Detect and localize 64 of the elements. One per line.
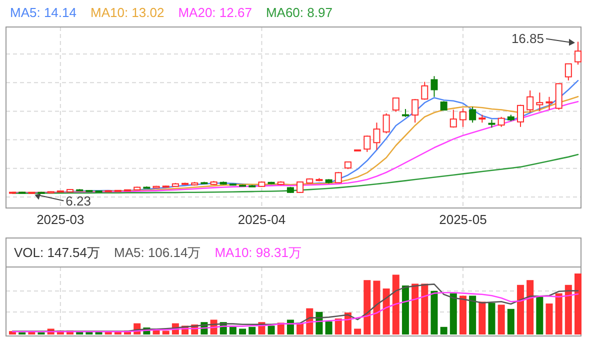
- candlestick: [296, 181, 304, 194]
- bar: [516, 284, 524, 334]
- bar: [526, 280, 534, 334]
- candlestick: [459, 108, 466, 128]
- candlestick: [373, 122, 380, 150]
- bar: [555, 293, 562, 334]
- bar: [354, 328, 362, 334]
- candlestick: [450, 109, 457, 128]
- bar: [268, 326, 275, 334]
- candlestick: [364, 134, 371, 152]
- bar: [334, 318, 342, 334]
- bar: [402, 286, 409, 334]
- text: MA5: 14.14: [10, 5, 76, 20]
- text: VOL: 147.54万: [14, 245, 100, 260]
- bar: [162, 330, 170, 334]
- candlestick: [546, 96, 553, 110]
- bar: [574, 274, 582, 334]
- bar: [440, 326, 448, 334]
- bar: [507, 308, 514, 334]
- candlestick: [421, 81, 428, 100]
- bar: [450, 293, 457, 334]
- annotation: 6.23: [66, 194, 91, 209]
- candlestick: [440, 100, 448, 111]
- bar: [248, 326, 256, 334]
- bar: [421, 284, 428, 334]
- candlestick: [412, 98, 419, 124]
- x-tick-label: 2025-04: [238, 212, 286, 227]
- bar: [296, 323, 304, 334]
- annotation: 16.85: [511, 30, 544, 46]
- candlestick: [430, 76, 438, 98]
- text: MA10: 98.31万: [214, 245, 302, 260]
- x-tick-label: 2025-05: [439, 212, 487, 227]
- bar: [382, 288, 390, 334]
- text: MA10: 13.02: [90, 5, 164, 20]
- bar: [430, 290, 438, 334]
- candlestick: [536, 92, 544, 112]
- text: MA60: 8.97: [266, 5, 332, 20]
- bar: [229, 326, 236, 334]
- bar: [536, 296, 544, 334]
- bar: [364, 280, 371, 334]
- candlestick: [498, 116, 505, 128]
- bar: [412, 284, 419, 334]
- bar: [373, 280, 380, 334]
- bar: [469, 296, 476, 334]
- candlestick: [564, 63, 572, 81]
- bar: [564, 284, 572, 334]
- candlestick: [516, 104, 524, 128]
- bar: [478, 302, 486, 334]
- candlestick: [526, 90, 534, 114]
- bar: [498, 304, 505, 334]
- text: MA20: 12.67: [178, 5, 252, 20]
- bar: [546, 304, 553, 334]
- candlestick: [574, 41, 582, 66]
- bar: [459, 296, 466, 334]
- candlestick: [382, 112, 390, 134]
- bar: [392, 274, 400, 334]
- bar: [325, 322, 332, 334]
- bar: [152, 330, 160, 334]
- bar: [488, 302, 496, 334]
- candlestick: [392, 97, 400, 112]
- x-tick-label: 2025-03: [36, 212, 84, 227]
- text: MA5: 106.14万: [114, 245, 201, 260]
- bar: [239, 328, 246, 334]
- candlestick: [469, 106, 476, 124]
